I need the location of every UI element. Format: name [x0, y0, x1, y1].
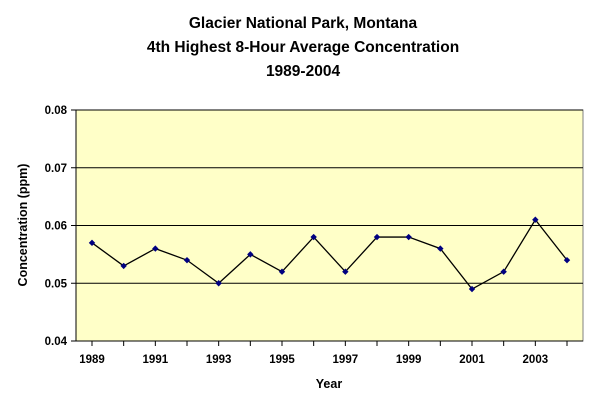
data-point [437, 245, 444, 252]
x-tick-label: 2001 [459, 354, 485, 366]
y-tick-label: 0.04 [45, 336, 68, 348]
chart-title-line-1: Glacier National Park, Montana [189, 15, 418, 32]
x-tick-label: 1995 [269, 354, 295, 366]
data-point [373, 233, 381, 241]
data-point [310, 233, 317, 241]
y-axis-label: Concentration (ppm) [16, 164, 30, 287]
data-point [152, 245, 159, 252]
x-tick-label: 1991 [143, 354, 169, 366]
gridlines [76, 109, 583, 284]
x-tick-label: 1997 [333, 354, 359, 366]
data-point [563, 256, 571, 264]
data-point [468, 285, 476, 293]
data-point [247, 251, 254, 258]
data-point [405, 233, 412, 241]
data-point [278, 268, 286, 275]
x-tick-label: 1999 [396, 354, 422, 366]
data-point [120, 262, 127, 270]
chart-title-line-2: 4th Highest 8-Hour Average Concentration [147, 39, 459, 56]
y-tick-label: 0.08 [45, 105, 68, 117]
chart-title-line-3: 1989-2004 [266, 63, 341, 80]
x-axis-label: Year [316, 377, 343, 391]
x-tick-label: 1993 [206, 354, 232, 366]
y-tick-label: 0.05 [45, 278, 68, 290]
x-tick-label: 2003 [523, 354, 549, 366]
y-axis-ticks: 0.04 0.05 0.06 0.07 0.08 [45, 105, 76, 348]
data-point [342, 268, 349, 275]
data-point [183, 256, 191, 264]
y-tick-label: 0.07 [45, 163, 67, 175]
data-point [88, 239, 96, 247]
data-point [215, 280, 222, 287]
x-axis-ticks: 1989 1991 1993 1995 1997 1999 2001 2003 [79, 341, 568, 366]
series-line [91, 218, 568, 290]
x-tick-label: 1989 [79, 354, 105, 366]
y-tick-label: 0.06 [45, 221, 67, 233]
data-series [88, 216, 571, 293]
data-point [500, 268, 507, 275]
data-point [532, 216, 539, 223]
